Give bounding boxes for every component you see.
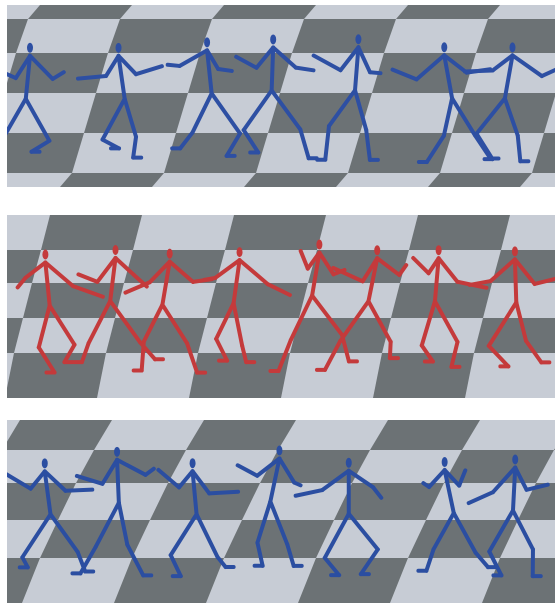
limb [1,141,3,151]
floor-tile [348,133,452,173]
floor-tile [244,173,348,187]
head [436,245,442,255]
head [167,249,173,259]
limb [272,47,274,90]
floor-tile [476,19,555,53]
limb [515,259,516,302]
floor-tile [84,93,188,133]
head [190,458,196,468]
floor-tile [298,558,408,603]
floor-tile [428,173,532,187]
limb [133,137,136,158]
floor-tile [106,318,207,353]
render-panel [0,420,555,603]
limb [296,68,314,71]
limb [465,70,493,71]
head [509,42,515,52]
limb [294,483,300,486]
head [116,43,122,53]
floor-tile [0,93,4,133]
floor-tile [396,5,500,19]
floor-tile [474,318,555,353]
scene [0,0,555,603]
floor-tile [114,558,224,603]
floor-tile [492,250,555,283]
floor-tile [373,353,474,398]
limb [370,72,381,73]
floor-tile [212,5,316,19]
limb [78,76,106,79]
limb [168,65,180,66]
limb [204,278,215,280]
floor-tile [370,420,480,450]
head [512,455,518,465]
head [27,43,33,53]
limb [513,468,515,511]
floor-tile [2,420,112,450]
head [42,250,48,260]
floor-tile [409,215,510,250]
head [276,446,282,456]
head [113,245,119,255]
floor-tile [108,19,212,53]
render-panel [0,5,555,187]
head [237,247,243,257]
head [316,240,322,250]
floor-tile [225,215,326,250]
limb [209,492,238,494]
floor-tile [186,420,296,450]
limb [142,342,144,371]
floor-tile [60,173,164,187]
limb [65,490,92,491]
floor-tile [5,353,106,398]
floor-tile [207,283,308,318]
floor-tile [28,5,132,19]
head [270,34,276,44]
head [346,458,352,468]
head [374,245,380,255]
floor-tile [189,353,290,398]
limb [117,460,119,503]
head [512,246,518,256]
head [42,458,48,468]
floor-tile [0,133,84,173]
limb [218,69,232,71]
floor-tile [292,19,396,53]
render-panel [0,215,555,398]
floor-tile [41,215,142,250]
head [114,447,120,457]
head [355,34,361,44]
page: (() => { const ns = 'http://www.w3.org/2… [0,0,555,603]
head [441,42,447,52]
head [442,457,448,467]
limb [518,136,521,162]
limb [390,342,391,358]
floor-tile [0,450,2,483]
head [204,37,210,47]
